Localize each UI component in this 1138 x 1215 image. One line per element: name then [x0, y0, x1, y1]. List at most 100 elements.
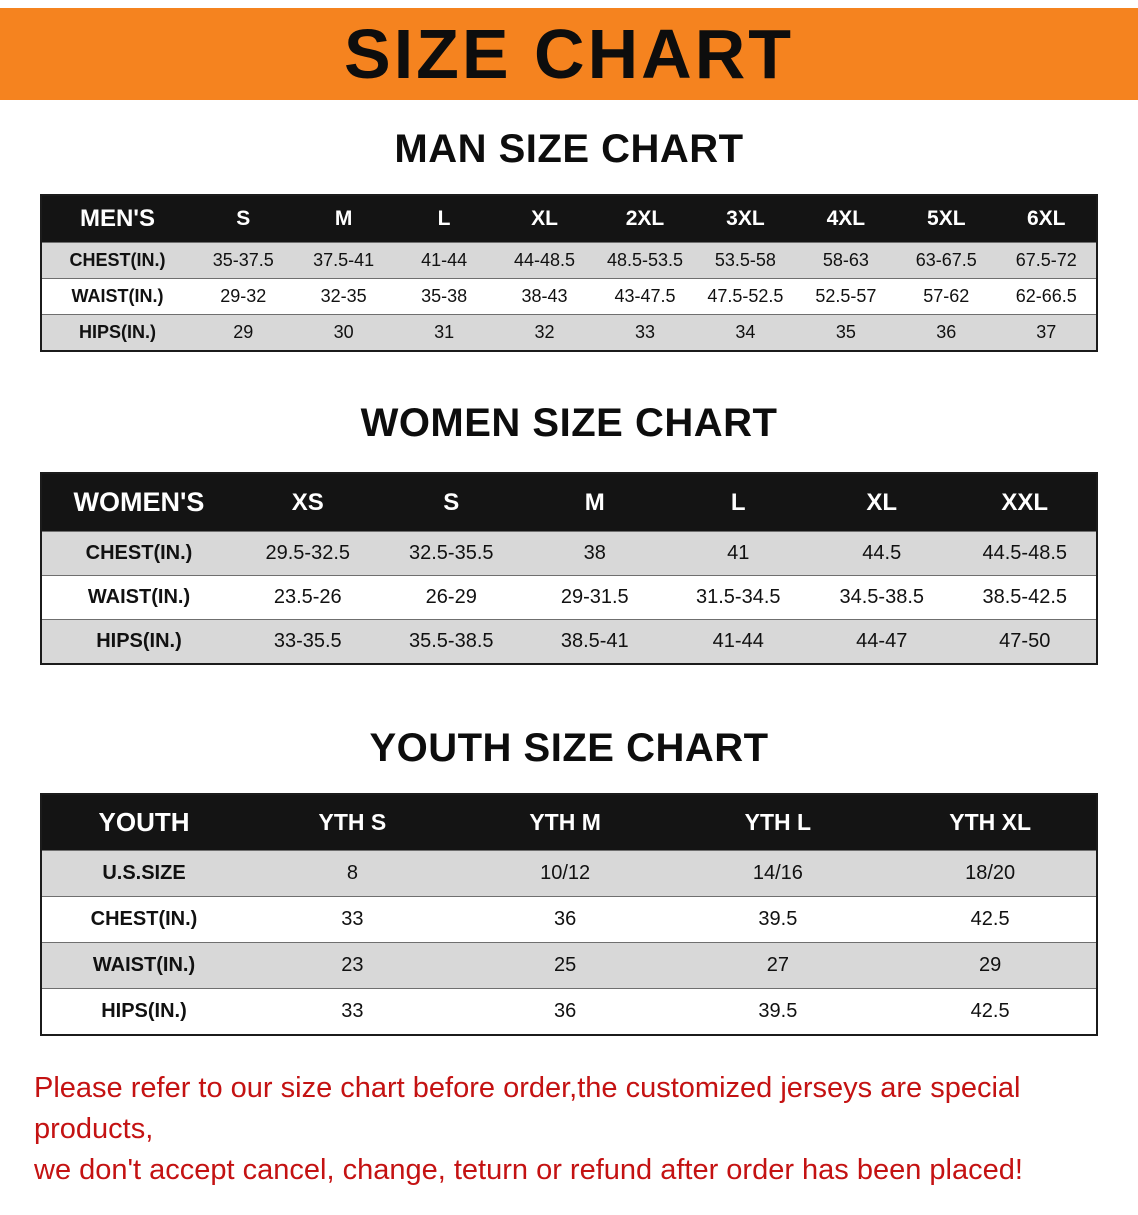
measurement-value: 33: [246, 896, 459, 943]
measurement-row: HIPS(IN.) 33 36 39.5 42.5: [41, 988, 1097, 1036]
measurement-label: WAIST(IN.): [41, 575, 236, 620]
size-header-cell: L: [666, 472, 810, 532]
measurement-value: 33-35.5: [236, 619, 380, 665]
measurement-value: 36: [896, 314, 997, 352]
size-header-cell: XXL: [953, 472, 1097, 532]
measurement-value: 35-37.5: [193, 242, 294, 279]
measurement-value: 48.5-53.5: [594, 242, 696, 279]
measurement-value: 33: [246, 988, 459, 1036]
youth-section-heading: YOUTH SIZE CHART: [369, 726, 769, 770]
measurement-row: WAIST(IN.) 29-32 32-35 35-38 38-43 43-47.5 47.…: [41, 278, 1097, 315]
size-header-cell: S: [379, 472, 523, 532]
measurement-value: 29.5-32.5: [236, 531, 380, 576]
size-header-cell: YTH XL: [884, 793, 1097, 851]
measurement-value: 41-44: [393, 242, 495, 279]
measurement-label: CHEST(IN.): [41, 242, 193, 279]
measurement-value: 35.5-38.5: [379, 619, 523, 665]
measurement-value: 36: [458, 988, 672, 1036]
disclaimer-text: Please refer to our size chart before or…: [34, 1068, 1110, 1191]
measurement-label: U.S.SIZE: [41, 850, 246, 897]
measurement-label: HIPS(IN.): [41, 619, 236, 665]
size-header-cell: 3XL: [695, 194, 796, 243]
measurement-value: 37: [996, 314, 1097, 352]
measurement-value: 34.5-38.5: [810, 575, 954, 620]
size-header-cell: L: [393, 194, 495, 243]
measurement-row: U.S.SIZE 8 10/12 14/16 18/20: [41, 850, 1097, 897]
measurement-value: 62-66.5: [996, 278, 1097, 315]
measurement-value: 29-31.5: [523, 575, 667, 620]
measurement-label: CHEST(IN.): [41, 531, 236, 576]
measurement-value: 42.5: [884, 896, 1097, 943]
table-title-cell: YOUTH: [41, 793, 246, 851]
measurement-value: 29: [193, 314, 294, 352]
measurement-value: 30: [293, 314, 394, 352]
measurement-value: 14/16: [671, 850, 885, 897]
measurement-value: 52.5-57: [795, 278, 897, 315]
measurement-label: WAIST(IN.): [41, 942, 246, 989]
measurement-value: 57-62: [896, 278, 997, 315]
measurement-value: 58-63: [795, 242, 897, 279]
measurement-value: 33: [594, 314, 696, 352]
size-header-cell: XL: [494, 194, 595, 243]
size-header-cell: 5XL: [896, 194, 997, 243]
measurement-value: 32-35: [293, 278, 394, 315]
measurement-value: 35-38: [393, 278, 495, 315]
measurement-value: 43-47.5: [594, 278, 696, 315]
size-header-cell: 6XL: [996, 194, 1097, 243]
measurement-value: 38-43: [494, 278, 595, 315]
measurement-value: 37.5-41: [293, 242, 394, 279]
measurement-value: 47.5-52.5: [695, 278, 796, 315]
measurement-value: 38: [523, 531, 667, 576]
women-size-table: WOMEN'S XS S M L XL XXL CHEST(IN.) 29.5-32.5 32.5…: [40, 472, 1098, 665]
page-title: SIZE CHART: [344, 15, 794, 93]
measurement-value: 44.5-48.5: [953, 531, 1097, 576]
measurement-value: 44-47: [810, 619, 954, 665]
women-size-section: WOMEN SIZE CHART WOMEN'S XS S M L XL XXL CHEST(…: [0, 400, 1138, 665]
measurement-value: 35: [795, 314, 897, 352]
measurement-value: 47-50: [953, 619, 1097, 665]
measurement-row: WAIST(IN.) 23 25 27 29: [41, 942, 1097, 989]
size-header-cell: 4XL: [795, 194, 897, 243]
table-header-row: MEN'S S M L XL 2XL 3XL 4XL 5XL 6XL: [41, 194, 1097, 243]
measurement-row: CHEST(IN.) 33 36 39.5 42.5: [41, 896, 1097, 943]
measurement-value: 29-32: [193, 278, 294, 315]
measurement-value: 27: [671, 942, 885, 989]
disclaimer-line-2: we don't accept cancel, change, teturn o…: [34, 1154, 1023, 1186]
measurement-row: HIPS(IN.) 33-35.5 35.5-38.5 38.5-41 41-44 44-…: [41, 619, 1097, 665]
measurement-row: HIPS(IN.) 29 30 31 32 33 34 35 36 37: [41, 314, 1097, 352]
measurement-value: 31.5-34.5: [666, 575, 810, 620]
size-header-cell: XL: [810, 472, 954, 532]
measurement-value: 38.5-41: [523, 619, 667, 665]
measurement-label: CHEST(IN.): [41, 896, 246, 943]
table-header-row: WOMEN'S XS S M L XL XXL: [41, 472, 1097, 532]
size-header-cell: 2XL: [594, 194, 696, 243]
measurement-row: CHEST(IN.) 29.5-32.5 32.5-35.5 38 41 44.5 44.5…: [41, 531, 1097, 576]
table-title-cell: MEN'S: [41, 194, 193, 243]
size-header-cell: M: [293, 194, 394, 243]
size-chart-banner: SIZE CHART: [0, 8, 1138, 100]
size-header-cell: YTH M: [458, 793, 672, 851]
measurement-value: 44.5: [810, 531, 954, 576]
youth-size-table: YOUTH YTH S YTH M YTH L YTH XL U.S.SIZE 8 10/12…: [40, 793, 1098, 1036]
measurement-value: 39.5: [671, 896, 885, 943]
measurement-value: 25: [458, 942, 672, 989]
measurement-value: 8: [246, 850, 459, 897]
measurement-value: 29: [884, 942, 1097, 989]
men-size-section: MAN SIZE CHART MEN'S S M L XL 2XL 3XL 4XL 5XL 6XL…: [0, 126, 1138, 352]
measurement-label: HIPS(IN.): [41, 314, 193, 352]
table-title-cell: WOMEN'S: [41, 472, 236, 532]
size-header-cell: XS: [236, 472, 380, 532]
measurement-value: 31: [393, 314, 495, 352]
size-header-cell: YTH L: [671, 793, 885, 851]
measurement-label: WAIST(IN.): [41, 278, 193, 315]
disclaimer-line-1: Please refer to our size chart before or…: [34, 1072, 1021, 1145]
measurement-value: 36: [458, 896, 672, 943]
measurement-value: 53.5-58: [695, 242, 796, 279]
measurement-value: 10/12: [458, 850, 672, 897]
measurement-value: 18/20: [884, 850, 1097, 897]
measurement-label: HIPS(IN.): [41, 988, 246, 1036]
measurement-value: 39.5: [671, 988, 885, 1036]
size-header-cell: YTH S: [246, 793, 459, 851]
measurement-value: 38.5-42.5: [953, 575, 1097, 620]
